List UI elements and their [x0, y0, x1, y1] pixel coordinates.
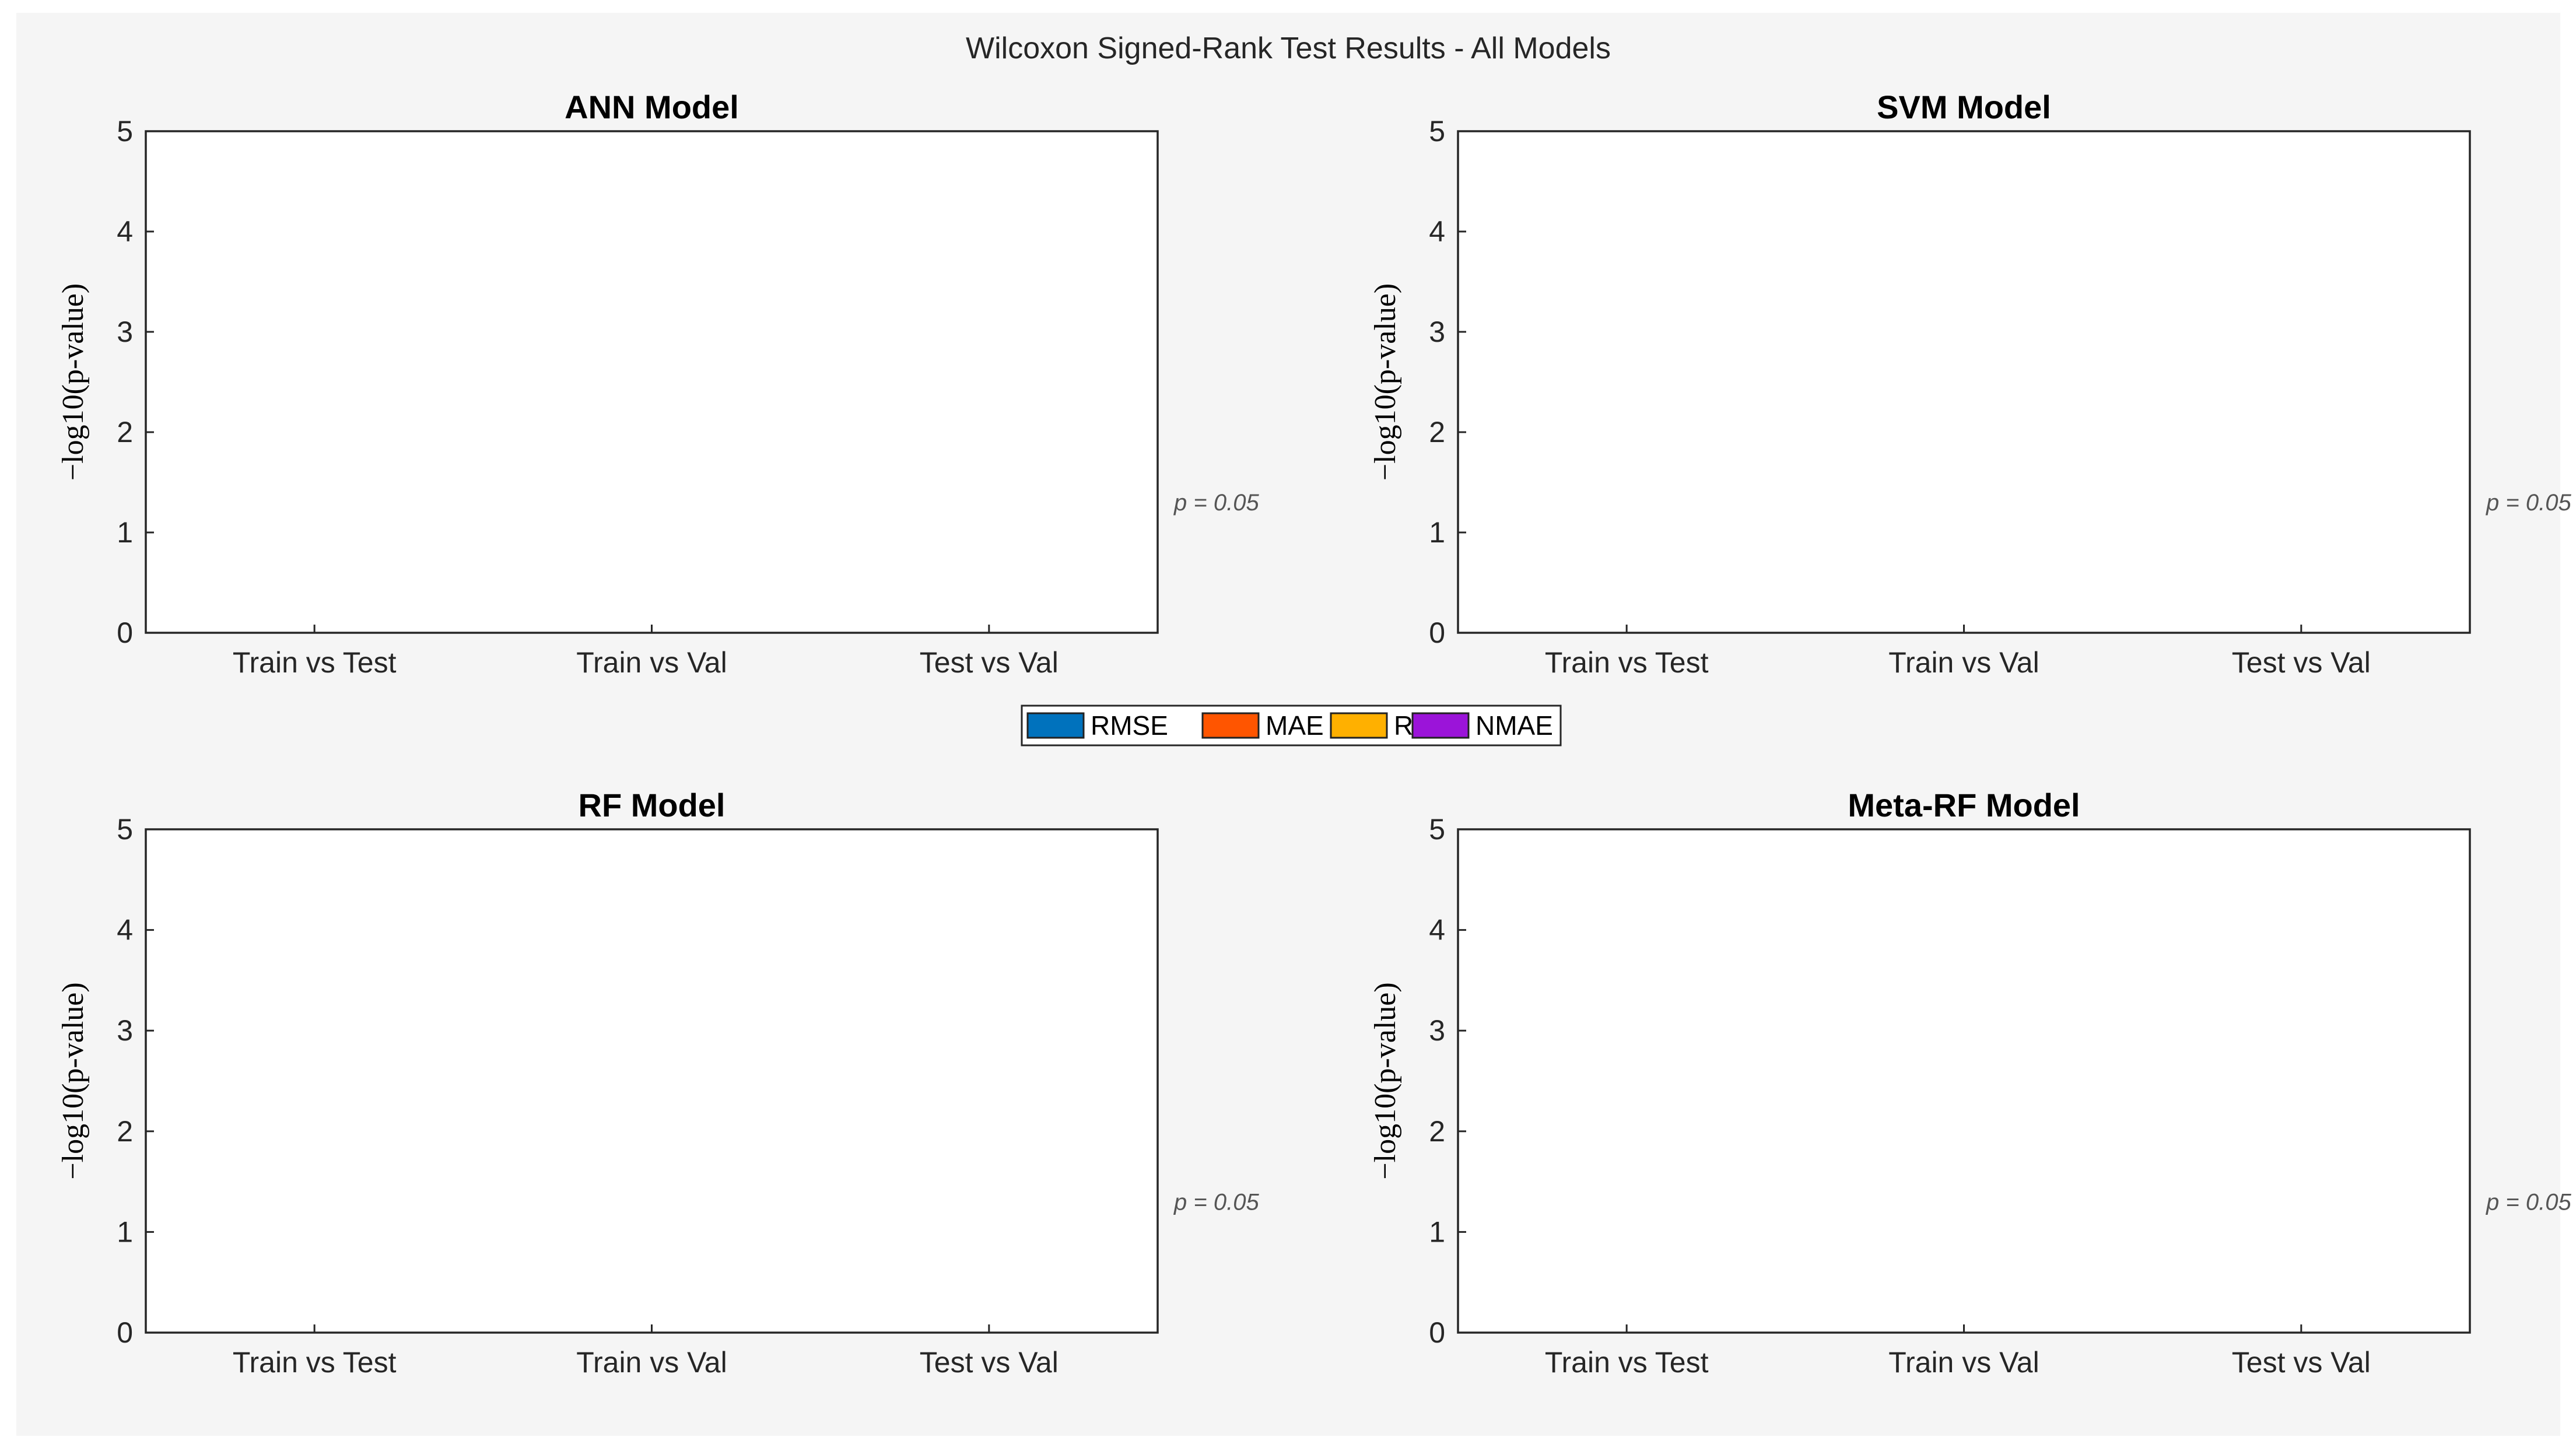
y-tick-label: 2: [117, 416, 133, 448]
subplot-1: p = 0.05 0 1 2 3 4 5 Train vs Test Train vs Val T…: [57, 89, 1259, 679]
y-tick-label: 0: [117, 1316, 133, 1349]
panels: p = 0.05 0 1 2 3 4 5 Train vs Test Train vs Val T…: [57, 89, 2571, 1379]
legend-swatch-r: [1330, 712, 1388, 739]
y-tick-label: 3: [1429, 316, 1445, 348]
y-tick-label: 5: [117, 813, 133, 846]
legend-label-mae: MAE: [1266, 710, 1324, 741]
y-tick-label: 5: [1429, 115, 1445, 148]
subplot-title: ANN Model: [565, 89, 739, 125]
x-tick-label: Train vs Val: [576, 646, 727, 679]
x-tick-label: Test vs Val: [2232, 1346, 2371, 1379]
x-tick-label: Train vs Test: [233, 1346, 397, 1379]
y-axis-label: −log10(p-value): [1369, 283, 1402, 481]
subplot-title: Meta-RF Model: [1848, 787, 2080, 823]
y-tick-label: 2: [1429, 416, 1445, 448]
y-tick-label: 3: [117, 1014, 133, 1047]
threshold-label: p = 0.05: [2486, 490, 2571, 516]
x-tick-label: Train vs Test: [1545, 646, 1709, 679]
y-tick-label: 4: [117, 914, 133, 947]
y-tick-label: 4: [1429, 215, 1445, 248]
y-tick-label: 1: [1429, 516, 1445, 549]
y-tick-label: 2: [117, 1115, 133, 1148]
legend-swatch-rmse: [1026, 712, 1085, 739]
y-tick-label: 0: [1429, 1316, 1445, 1349]
x-tick-label: Train vs Val: [576, 1346, 727, 1379]
y-tick-label: 3: [1429, 1014, 1445, 1047]
figure-title: Wilcoxon Signed-Rank Test Results - All …: [966, 31, 1611, 65]
threshold-label: p = 0.05: [2486, 1189, 2571, 1215]
y-axis-label: −log10(p-value): [57, 283, 90, 481]
y-tick-label: 0: [1429, 616, 1445, 649]
y-tick-label: 3: [117, 316, 133, 348]
x-tick-label: Test vs Val: [920, 1346, 1059, 1379]
legend-label-rmse: RMSE: [1091, 710, 1168, 741]
axes-frame: [145, 828, 1159, 1334]
x-tick-label: Train vs Test: [233, 646, 397, 679]
subplot-4: p = 0.05 0 1 2 3 4 5 Train vs Test Train vs Val T…: [1369, 787, 2571, 1379]
legend-swatch-nmae: [1411, 712, 1470, 739]
y-tick-label: 4: [117, 215, 133, 248]
y-tick-label: 1: [1429, 1215, 1445, 1248]
y-axis-label: −log10(p-value): [1369, 982, 1402, 1179]
y-tick-label: 1: [117, 516, 133, 549]
legend: RMSE MAE R NMAE: [1021, 705, 1562, 746]
y-tick-label: 0: [117, 616, 133, 649]
y-tick-label: 5: [117, 115, 133, 148]
x-tick-label: Train vs Val: [1888, 1346, 2039, 1379]
x-tick-label: Test vs Val: [920, 646, 1059, 679]
axes-frame: [145, 130, 1159, 634]
y-tick-label: 2: [1429, 1115, 1445, 1148]
axes-frame: [1457, 130, 2471, 634]
threshold-label: p = 0.05: [1173, 490, 1259, 516]
subplot-title: RF Model: [579, 787, 726, 823]
legend-frame: [1021, 705, 1562, 746]
y-axis-label: −log10(p-value): [57, 982, 90, 1179]
x-tick-label: Test vs Val: [2232, 646, 2371, 679]
subplot-3: p = 0.05 0 1 2 3 4 5 Train vs Test Train vs Val T…: [57, 787, 1259, 1379]
subplot-2: p = 0.05 0 1 2 3 4 5 Train vs Test Train vs Val T…: [1369, 89, 2571, 679]
threshold-label: p = 0.05: [1173, 1189, 1259, 1215]
y-tick-label: 1: [117, 1215, 133, 1248]
x-tick-label: Train vs Test: [1545, 1346, 1709, 1379]
legend-label-nmae: NMAE: [1475, 710, 1553, 741]
legend-label-r: R: [1394, 710, 1413, 741]
subplot-title: SVM Model: [1877, 89, 2051, 125]
axes-frame: [1457, 828, 2471, 1334]
x-tick-label: Train vs Val: [1888, 646, 2039, 679]
y-tick-label: 4: [1429, 914, 1445, 947]
y-tick-label: 5: [1429, 813, 1445, 846]
legend-swatch-mae: [1201, 712, 1260, 739]
